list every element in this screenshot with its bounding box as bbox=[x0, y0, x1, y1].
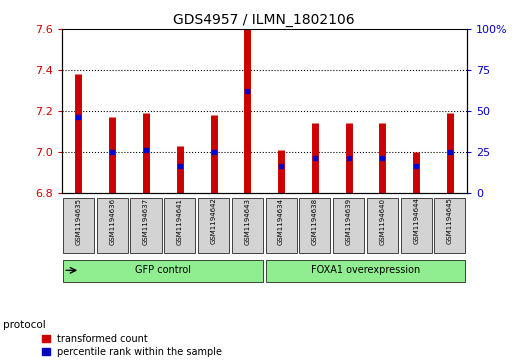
Bar bbox=[96, 197, 128, 253]
Title: GDS4957 / ILMN_1802106: GDS4957 / ILMN_1802106 bbox=[173, 13, 355, 26]
Bar bbox=[63, 197, 94, 253]
Text: GSM1194643: GSM1194643 bbox=[244, 197, 250, 245]
Text: GSM1194642: GSM1194642 bbox=[210, 197, 216, 244]
Text: GSM1194645: GSM1194645 bbox=[447, 197, 453, 244]
Text: GSM1194639: GSM1194639 bbox=[346, 197, 351, 245]
Text: GFP control: GFP control bbox=[135, 265, 191, 276]
Bar bbox=[232, 197, 263, 253]
Bar bbox=[266, 197, 297, 253]
Text: GSM1194636: GSM1194636 bbox=[109, 197, 115, 245]
Text: GSM1194638: GSM1194638 bbox=[312, 197, 318, 245]
Bar bbox=[299, 197, 330, 253]
Bar bbox=[198, 197, 229, 253]
Bar bbox=[164, 197, 195, 253]
Text: GSM1194644: GSM1194644 bbox=[413, 197, 419, 244]
Bar bbox=[435, 197, 465, 253]
Bar bbox=[367, 197, 398, 253]
Text: GSM1194634: GSM1194634 bbox=[278, 197, 284, 245]
Bar bbox=[333, 197, 364, 253]
Bar bbox=[266, 260, 465, 282]
Text: GSM1194640: GSM1194640 bbox=[380, 197, 385, 245]
Text: GSM1194641: GSM1194641 bbox=[177, 197, 183, 245]
Bar bbox=[63, 260, 263, 282]
Bar bbox=[130, 197, 162, 253]
Legend: transformed count, percentile rank within the sample: transformed count, percentile rank withi… bbox=[41, 333, 223, 358]
Text: FOXA1 overexpression: FOXA1 overexpression bbox=[311, 265, 420, 276]
Bar bbox=[401, 197, 432, 253]
Text: GSM1194637: GSM1194637 bbox=[143, 197, 149, 245]
Text: GSM1194635: GSM1194635 bbox=[75, 197, 82, 245]
Text: protocol: protocol bbox=[3, 320, 45, 330]
